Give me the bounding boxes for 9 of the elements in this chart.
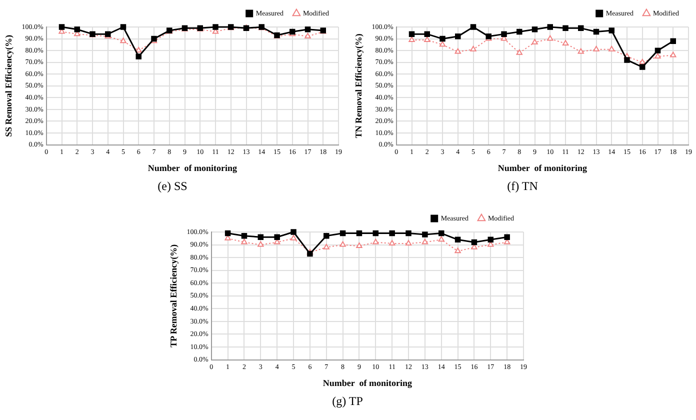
text: (e) SS (156, 178, 188, 194)
x-axis-title: Number of monitoring (498, 162, 588, 173)
x-axis-title: Number of monitoring (322, 378, 412, 388)
text: (g) TP (331, 393, 364, 409)
x-axis-title: Number of monitoring (148, 162, 238, 173)
y-axis-title: SS Removal Efficiency(%) (4, 34, 14, 137)
y-axis-title: TP Removal Efficiency(%) (168, 244, 179, 348)
text: (f) TN (506, 178, 539, 194)
y-axis-title: TN Removal Efficiency(%) (354, 34, 364, 138)
